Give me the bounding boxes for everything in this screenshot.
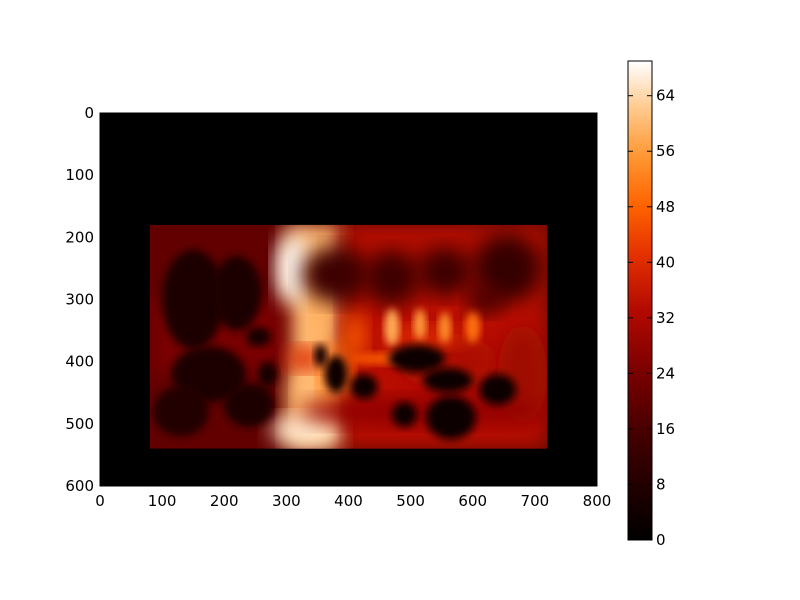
heatmap-hole-27 bbox=[350, 374, 378, 399]
heatmap-hole-28 bbox=[388, 344, 445, 373]
y-tick-label-2: 200 bbox=[65, 228, 94, 246]
y-axis: 0 100 200 300 400 500 600 bbox=[65, 104, 597, 495]
x-tick-label-8: 800 bbox=[583, 492, 612, 510]
heatmap-spot-21 bbox=[413, 308, 427, 340]
heatmap-hole-36 bbox=[224, 383, 274, 427]
heatmap-field bbox=[149, 224, 548, 449]
y-tick-label-5: 500 bbox=[65, 415, 94, 433]
heatmap-hole-25 bbox=[324, 355, 348, 393]
heatmap-hole-34 bbox=[211, 255, 262, 331]
colorbar-tick-label-7: 56 bbox=[656, 142, 675, 160]
heatmap-hole-26 bbox=[314, 344, 327, 367]
x-tick-label-7: 700 bbox=[521, 492, 550, 510]
heatmap-blob-10 bbox=[301, 246, 371, 303]
colorbar-tick-label-0: 0 bbox=[656, 531, 666, 549]
heatmap-blob-4 bbox=[275, 234, 310, 303]
heatmap-hole-31 bbox=[426, 395, 476, 440]
y-tick-label-6: 600 bbox=[65, 477, 94, 495]
heatmap-hole-38 bbox=[258, 361, 278, 387]
colorbar-tick-label-5: 40 bbox=[656, 253, 675, 271]
heatmap-hole-29 bbox=[423, 367, 473, 393]
x-tick-label-0: 0 bbox=[95, 492, 105, 510]
colorbar-tick-label-4: 32 bbox=[656, 309, 675, 327]
x-axis: 0 100 200 300 400 500 600 700 800 bbox=[95, 113, 611, 510]
heatmap-blob-18 bbox=[298, 395, 548, 427]
heatmap-spot-20 bbox=[384, 308, 400, 347]
heatmap-hole-32 bbox=[478, 374, 517, 406]
y-tick-label-4: 400 bbox=[65, 353, 94, 371]
heatmap-blob-11 bbox=[364, 249, 420, 306]
heatmap-blob-19 bbox=[286, 346, 324, 371]
x-tick-label-4: 400 bbox=[334, 492, 363, 510]
colorbar bbox=[627, 60, 653, 541]
x-tick-label-3: 300 bbox=[272, 492, 301, 510]
colorbar-tick-label-3: 24 bbox=[656, 364, 675, 382]
colorbar-tick-label-8: 64 bbox=[656, 87, 675, 105]
y-tick-label-0: 0 bbox=[84, 104, 94, 122]
x-tick-label-2: 200 bbox=[210, 492, 239, 510]
heatmap-blob-14 bbox=[466, 283, 504, 316]
colorbar-tick-label-1: 8 bbox=[656, 475, 666, 493]
heatmap-spot-23 bbox=[465, 311, 481, 344]
y-tick-label-3: 300 bbox=[65, 291, 94, 309]
colorbar-tick-label-6: 48 bbox=[656, 198, 675, 216]
heatmap-blob-12 bbox=[416, 246, 473, 297]
x-tick-label-6: 600 bbox=[458, 492, 487, 510]
x-tick-label-1: 100 bbox=[148, 492, 177, 510]
y-tick-label-1: 100 bbox=[65, 166, 94, 184]
heatmap-hole-39 bbox=[245, 327, 271, 347]
colorbar-tick-label-2: 16 bbox=[656, 420, 675, 438]
heatmap-hole-33 bbox=[162, 249, 225, 350]
heatmap-hole-37 bbox=[152, 386, 209, 437]
colorbar-axis: 0 8 16 24 32 40 48 56 64 bbox=[628, 87, 675, 549]
heatmap-hole-30 bbox=[391, 402, 417, 427]
heatmap-blob-9 bbox=[342, 311, 368, 362]
heatmap-spot-22 bbox=[438, 311, 452, 344]
heatmap-blob-7 bbox=[270, 414, 340, 446]
x-tick-label-5: 500 bbox=[396, 492, 425, 510]
